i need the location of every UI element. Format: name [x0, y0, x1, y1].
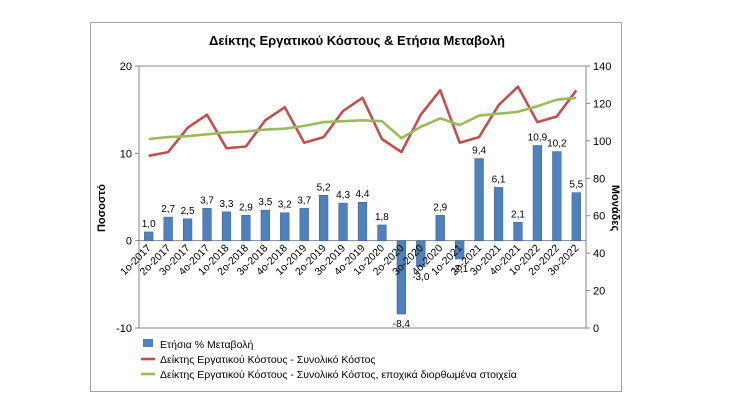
bar-data-label: -2,1: [451, 264, 469, 275]
bar: [455, 240, 465, 260]
legend-swatch-bar: [143, 339, 153, 347]
y-right-tick-label: 0: [593, 323, 599, 335]
bar-data-label: -8,4: [393, 319, 411, 330]
bar: [571, 192, 581, 241]
y-right-tick-label: 60: [593, 211, 605, 223]
bar-data-label: 1,8: [375, 212, 389, 223]
bar: [377, 224, 387, 241]
legend-label: Δείκτης Εργατικού Κόστους - Συνολικό Κόσ…: [160, 369, 517, 381]
y-right-tick-label: 20: [593, 286, 605, 298]
bar: [396, 240, 406, 315]
y-axis-right-label: Μονάδες: [609, 185, 621, 232]
bar: [299, 208, 309, 241]
bar: [435, 215, 445, 241]
bar-data-label: 6,1: [492, 174, 506, 185]
bar: [202, 208, 212, 241]
bar-data-label: 9,4: [472, 146, 486, 157]
bar-data-label: 10,2: [547, 139, 567, 150]
plot-border: [138, 65, 587, 329]
bar-data-label: 5,2: [317, 182, 331, 193]
chart-frame: Δείκτης Εργατικού Κόστους & Ετήσια Μεταβ…: [90, 22, 622, 392]
bar-data-label: 4,3: [336, 190, 350, 201]
bar-data-label: 2,5: [181, 206, 195, 217]
y-right-tick-label: 120: [593, 98, 611, 110]
bar-data-label: -3,0: [412, 272, 430, 283]
plot-area: -10010200204060801001201401ο-20172ο-2017…: [116, 61, 611, 335]
y-axis-left-label: Ποσοστό: [96, 184, 108, 232]
bar-data-label: 1,0: [142, 219, 156, 230]
bar: [552, 151, 562, 241]
y-right-tick-label: 40: [593, 248, 605, 260]
legend: Ετήσια % Μεταβολή Δείκτης Εργατικού Κόστο…: [141, 339, 517, 381]
bar-data-label: 3,5: [258, 197, 272, 208]
series-line: [148, 85, 578, 158]
bar-data-label: 3,7: [200, 195, 214, 206]
bar: [221, 211, 232, 241]
bar: [144, 231, 154, 241]
bar: [319, 195, 329, 241]
bar: [493, 187, 504, 241]
bar-data-label: 2,9: [433, 202, 447, 213]
bar-data-label: 3,2: [278, 200, 292, 211]
series-line: [148, 96, 577, 141]
bar-data-label: 2,1: [511, 209, 525, 220]
y-right-tick-label: 100: [593, 136, 611, 148]
bar: [280, 212, 290, 241]
chart-title: Δείκτης Εργατικού Κόστους & Ετήσια Μεταβ…: [209, 33, 505, 48]
bar: [474, 158, 484, 241]
bar-data-label: 3,7: [297, 195, 311, 206]
bar: [416, 240, 426, 268]
y-left-tick-label: 20: [120, 61, 132, 73]
chart-svg: Δείκτης Εργατικού Κόστους & Ετήσια Μεταβ…: [96, 33, 621, 381]
bar: [532, 145, 543, 241]
bar: [182, 218, 193, 241]
bar-data-label: 2,9: [239, 202, 253, 213]
bar-data-label: 5,5: [569, 180, 583, 191]
bar-data-label: 4,4: [356, 189, 370, 200]
bar-data-label: 2,7: [161, 204, 175, 215]
bar: [513, 222, 523, 241]
bar-data-label: 3,3: [220, 199, 234, 210]
y-left-tick-label: 10: [120, 148, 132, 160]
legend-label: Ετήσια % Μεταβολή: [160, 339, 253, 351]
bar: [357, 201, 368, 241]
y-left-tick-label: 0: [126, 236, 132, 248]
y-right-tick-label: 140: [593, 61, 611, 73]
bar: [163, 216, 173, 241]
bar: [338, 202, 348, 241]
bar-data-label: 10,9: [528, 132, 548, 143]
y-right-tick-label: 80: [593, 173, 605, 185]
bar: [260, 209, 270, 241]
y-left-tick-label: -10: [116, 323, 132, 335]
bar: [241, 215, 251, 241]
legend-label: Δείκτης Εργατικού Κόστους - Συνολικό Κόσ…: [160, 354, 376, 366]
